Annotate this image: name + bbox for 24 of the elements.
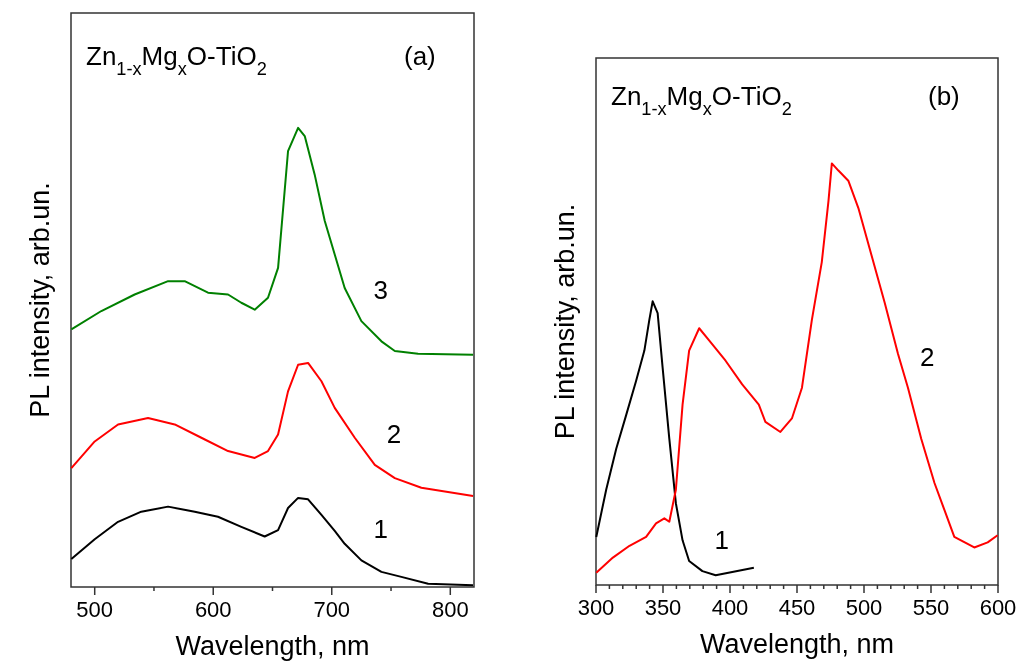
chart-title: Zn$_{1-x}$Mg$_{x}$O-TiO$_{2}$: [86, 40, 267, 79]
y-axis-title: PL intensity, arb.un.: [25, 182, 55, 418]
y-axis-title: PL intensity, arb.un.: [550, 203, 580, 440]
x-tick-label: 550: [912, 595, 950, 620]
x-tick-label: 450: [778, 595, 816, 620]
x-tick-label: 400: [711, 595, 749, 620]
series-label: 1: [373, 514, 388, 545]
x-tick-label: 350: [644, 595, 682, 620]
x-tick-label: 300: [577, 595, 615, 620]
series-label: 2: [386, 418, 402, 449]
chart-title: Zn$_{1-x}$Mg$_{x}$O-TiO$_{2}$: [611, 81, 792, 120]
x-tick-label: 500: [845, 595, 883, 620]
x-axis-title: Wavelength, nm: [175, 631, 370, 661]
x-tick-label: 600: [979, 595, 1017, 620]
series-label: 3: [373, 275, 388, 306]
x-tick-label: 500: [76, 597, 114, 622]
x-tick-label: 800: [431, 597, 469, 622]
x-axis-title: Wavelength, nm: [699, 629, 895, 659]
text: (b): [928, 81, 960, 112]
x-tick-label: 600: [194, 597, 232, 622]
series-label: 2: [919, 341, 935, 372]
text: (a): [404, 40, 436, 71]
x-tick-label: 700: [313, 597, 351, 622]
series-label: 1: [714, 525, 729, 556]
